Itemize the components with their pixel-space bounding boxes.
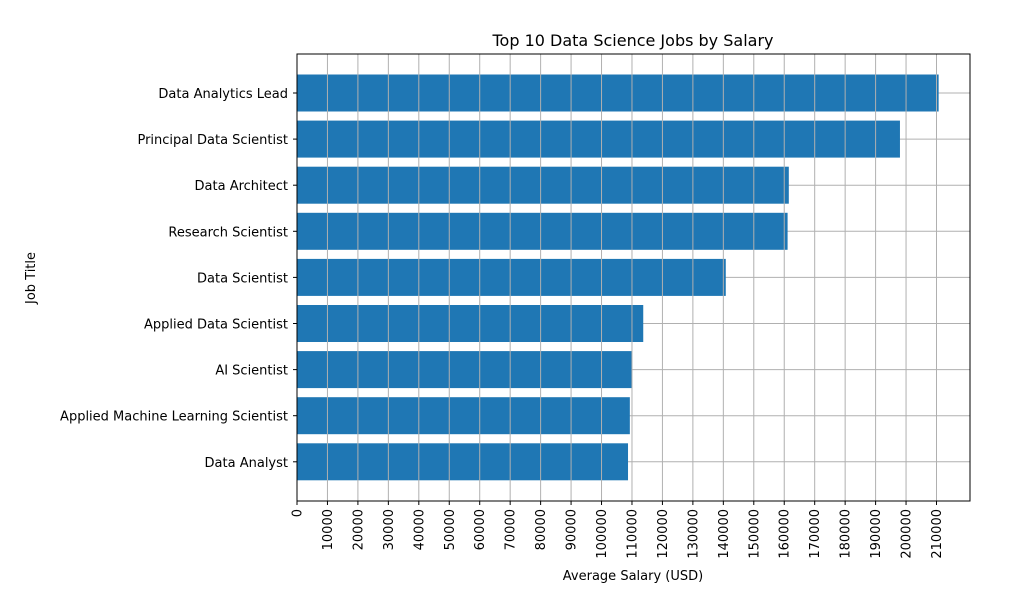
y-tick-label: Data Analytics Lead xyxy=(158,87,288,102)
x-tick-label: 50000 xyxy=(443,509,458,550)
x-tick-label: 130000 xyxy=(686,509,701,559)
y-tick-label: Applied Data Scientist xyxy=(144,318,288,333)
y-axis-label: Job Title xyxy=(24,252,39,305)
x-tick-label: 70000 xyxy=(504,509,519,550)
x-tick-label: 210000 xyxy=(930,509,945,559)
x-axis-ticks: 0 10000 20000 30000 40000 50000 60000 70000 8000… xyxy=(291,501,945,559)
x-axis-label: Average Salary (USD) xyxy=(563,569,703,584)
x-tick-label: 40000 xyxy=(412,509,427,550)
bar xyxy=(297,258,726,296)
bar xyxy=(297,166,789,204)
x-tick-label: 200000 xyxy=(900,509,915,559)
y-tick-label: Data Architect xyxy=(195,179,288,194)
x-tick-label: 140000 xyxy=(717,509,732,559)
bar xyxy=(297,443,629,481)
x-tick-label: 10000 xyxy=(321,509,336,550)
bars xyxy=(297,74,939,481)
bar xyxy=(297,305,644,342)
y-tick-label: Data Analyst xyxy=(205,456,288,471)
vertical-grid-lines xyxy=(296,54,938,501)
bar xyxy=(297,120,900,158)
y-tick-label: AI Scientist xyxy=(215,364,288,379)
y-axis-ticks: Data Analytics Lead Principal Data Scient… xyxy=(60,87,297,471)
x-tick-label: 170000 xyxy=(808,509,823,559)
x-tick-label: 180000 xyxy=(839,509,854,559)
bar xyxy=(297,351,633,389)
chart-title: Top 10 Data Science Jobs by Salary xyxy=(492,31,774,50)
x-tick-label: 90000 xyxy=(565,509,580,550)
x-tick-label: 190000 xyxy=(869,509,884,559)
y-tick-label: Principal Data Scientist xyxy=(137,133,288,148)
x-tick-label: 100000 xyxy=(595,509,610,559)
x-tick-label: 30000 xyxy=(382,509,397,550)
x-tick-label: 150000 xyxy=(747,509,762,559)
x-tick-label: 20000 xyxy=(351,509,366,550)
y-tick-label: Applied Machine Learning Scientist xyxy=(60,410,288,425)
x-tick-label: 120000 xyxy=(656,509,671,559)
x-tick-label: 0 xyxy=(291,509,306,517)
bar xyxy=(297,74,939,112)
x-tick-label: 160000 xyxy=(778,509,793,559)
y-tick-label: Data Scientist xyxy=(197,271,288,286)
y-tick-label: Research Scientist xyxy=(168,225,288,240)
bar xyxy=(297,212,788,250)
x-tick-label: 80000 xyxy=(534,509,549,550)
x-tick-label: 60000 xyxy=(473,509,488,550)
bar xyxy=(297,397,630,435)
x-tick-label: 110000 xyxy=(625,509,640,559)
